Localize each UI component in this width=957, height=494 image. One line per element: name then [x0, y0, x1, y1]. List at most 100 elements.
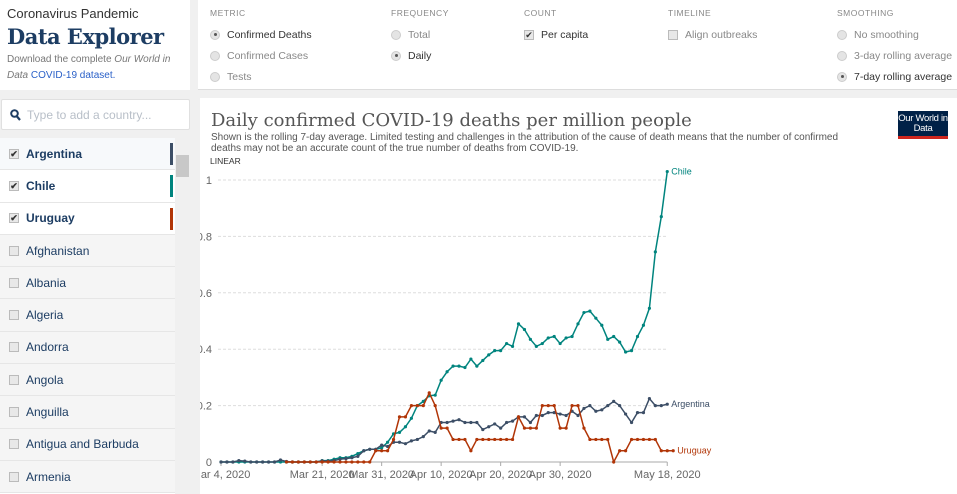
option-label: No smoothing [854, 28, 919, 41]
country-item-angola[interactable]: Angola [0, 364, 175, 397]
data-point-chile [528, 337, 532, 341]
country-item-argentina[interactable]: ✔ Argentina [0, 138, 175, 171]
x-tick-label: May 18, 2020 [634, 469, 701, 481]
checkbox-icon[interactable] [9, 310, 19, 321]
country-item-afghanistan[interactable]: Afghanistan [0, 234, 175, 268]
checkmark-icon[interactable]: ✔ [9, 180, 19, 191]
data-point-chile [510, 344, 515, 348]
data-point-uruguay [314, 460, 318, 464]
data-point-uruguay [558, 426, 562, 430]
timeline-label: TIMELINE [668, 8, 712, 18]
data-point-uruguay [564, 426, 568, 430]
data-point-uruguay [618, 449, 622, 453]
data-point-argentina [445, 420, 449, 425]
data-point-uruguay [326, 460, 330, 464]
country-name: Andorra [26, 340, 69, 355]
data-point-chile [487, 353, 491, 357]
data-point-argentina [558, 412, 562, 416]
data-point-chile [665, 169, 669, 174]
data-point-uruguay [641, 437, 646, 442]
series-line-chile [221, 171, 668, 463]
data-point-argentina [231, 460, 235, 464]
search-input[interactable] [27, 107, 177, 122]
data-point-uruguay [582, 426, 586, 430]
option-label: Total [408, 28, 431, 41]
country-item-algeria[interactable]: Algeria [0, 299, 175, 332]
data-point-argentina [219, 460, 223, 464]
data-point-uruguay [415, 404, 419, 408]
country-name: Algeria [26, 308, 64, 323]
radio-icon [391, 29, 401, 40]
country-item-albania[interactable]: Albania [0, 267, 175, 300]
country-search[interactable] [1, 99, 190, 130]
data-point-uruguay [588, 437, 592, 442]
country-item-armenia[interactable]: Armenia [0, 460, 175, 494]
smoothing-7day[interactable]: 7-day rolling average [837, 66, 952, 87]
smoothing-none[interactable]: No smoothing [837, 24, 952, 45]
data-point-chile [380, 446, 384, 450]
smoothing-3day[interactable]: 3-day rolling average [837, 45, 952, 66]
data-point-uruguay [320, 460, 324, 464]
checkmark-icon[interactable]: ✔ [9, 148, 19, 159]
data-point-argentina [278, 458, 283, 462]
checkbox-icon[interactable] [9, 407, 19, 418]
metric-tests[interactable]: Tests [210, 66, 312, 87]
checkbox-icon[interactable] [9, 439, 19, 450]
frequency-daily[interactable]: Daily [391, 45, 449, 66]
data-point-uruguay [362, 460, 366, 464]
country-item-anguilla[interactable]: Anguilla [0, 396, 175, 429]
country-item-uruguay[interactable]: ✔ Uruguay [0, 203, 175, 235]
checkbox-icon[interactable] [9, 277, 19, 288]
data-point-uruguay [510, 437, 515, 442]
checkbox-icon[interactable] [9, 471, 19, 482]
metric-confirmed-deaths[interactable]: Confirmed Deaths [210, 24, 312, 45]
y-tick-label: 0.8 [200, 231, 212, 243]
data-point-argentina [641, 411, 646, 415]
frequency-total[interactable]: Total [391, 24, 449, 45]
metric-confirmed-cases[interactable]: Confirmed Cases [210, 45, 312, 66]
scrollbar[interactable] [175, 138, 190, 494]
owid-logo[interactable]: Our World in Data [898, 111, 948, 139]
search-icon [10, 108, 21, 121]
checkbox-icon[interactable] [9, 245, 19, 256]
radio-icon [837, 71, 847, 82]
data-point-chile [659, 215, 663, 219]
checkmark-icon[interactable]: ✔ [9, 213, 19, 224]
country-name: Angola [26, 372, 64, 387]
data-point-chile [582, 310, 586, 315]
header: Coronavirus Pandemic Data Explorer Downl… [0, 0, 190, 90]
data-point-uruguay [647, 437, 651, 442]
data-point-uruguay [505, 437, 509, 442]
y-tick-label: 0.4 [200, 344, 212, 356]
data-point-chile [624, 350, 628, 354]
data-point-uruguay [487, 437, 491, 442]
metric-label: METRIC [210, 8, 246, 18]
scrollbar-thumb[interactable] [176, 155, 189, 177]
data-point-chile [445, 370, 449, 374]
data-point-uruguay [356, 460, 360, 464]
data-point-uruguay [469, 449, 473, 453]
data-point-argentina [475, 420, 479, 425]
data-point-argentina [356, 454, 360, 458]
data-point-uruguay [421, 404, 425, 408]
data-point-chile [409, 416, 413, 420]
align-outbreaks-checkbox[interactable]: Align outbreaks [668, 24, 757, 45]
data-point-uruguay [481, 437, 485, 442]
data-point-argentina [618, 404, 622, 408]
country-item-chile[interactable]: ✔ Chile [0, 170, 175, 203]
checkbox-icon[interactable] [9, 342, 19, 353]
dataset-link[interactable]: COVID-19 dataset. [30, 70, 116, 81]
country-item-antigua-and-barbuda[interactable]: Antigua and Barbuda [0, 428, 175, 461]
per-capita-checkbox[interactable]: ✔ Per capita [524, 24, 588, 45]
checkbox-icon[interactable] [9, 374, 19, 385]
data-point-chile [594, 316, 598, 320]
data-point-argentina [487, 425, 491, 429]
data-point-argentina [629, 420, 634, 425]
data-point-uruguay [386, 449, 390, 453]
data-point-uruguay [296, 460, 300, 464]
scale-label: LINEAR [210, 156, 241, 166]
data-point-uruguay [403, 415, 408, 419]
country-item-andorra[interactable]: Andorra [0, 331, 175, 365]
data-point-argentina [380, 443, 384, 447]
x-tick-label: Apr 30, 2020 [529, 469, 592, 481]
